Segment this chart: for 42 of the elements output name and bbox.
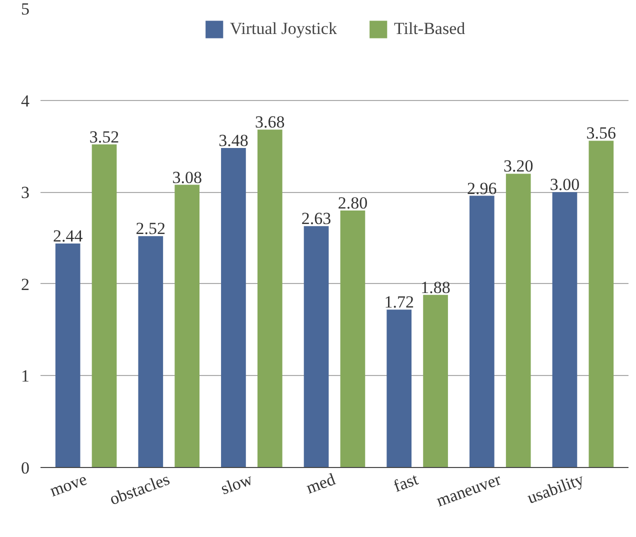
data-label: 3.08 bbox=[172, 168, 202, 187]
x-tick-label: move bbox=[47, 470, 90, 500]
data-label: 2.96 bbox=[467, 178, 497, 198]
data-label: 2.80 bbox=[338, 193, 368, 212]
bar bbox=[340, 210, 366, 468]
y-tick-label: 0 bbox=[21, 458, 30, 478]
x-tick-label: usability bbox=[524, 469, 587, 508]
bar bbox=[506, 174, 531, 468]
data-label: 2.52 bbox=[136, 219, 166, 238]
data-label: 3.56 bbox=[586, 124, 616, 143]
x-tick-label: obstacles bbox=[107, 470, 172, 509]
y-tick-label: 2 bbox=[21, 274, 30, 294]
y-tick-label: 5 bbox=[21, 0, 30, 18]
x-tick-label: med bbox=[304, 469, 338, 498]
data-label: 3.52 bbox=[89, 127, 120, 146]
data-label: 3.20 bbox=[503, 156, 534, 176]
bar bbox=[174, 184, 200, 468]
data-label: 3.68 bbox=[255, 112, 285, 132]
bar bbox=[92, 144, 117, 468]
data-label: 1.88 bbox=[420, 278, 450, 297]
y-tick-label: 1 bbox=[21, 366, 30, 386]
bar bbox=[55, 244, 80, 468]
bar bbox=[588, 140, 614, 468]
bar bbox=[138, 236, 164, 468]
data-label: 2.63 bbox=[301, 209, 332, 228]
x-tick-label: fast bbox=[391, 469, 421, 496]
data-label: 3.48 bbox=[218, 131, 248, 150]
y-tick-label: 3 bbox=[21, 183, 30, 202]
bar bbox=[304, 226, 329, 468]
bar bbox=[552, 192, 578, 468]
bar bbox=[469, 196, 494, 468]
legend-label: Tilt-Based bbox=[394, 19, 466, 39]
bar bbox=[423, 294, 448, 468]
y-tick-label: 4 bbox=[21, 91, 30, 110]
bar bbox=[221, 148, 246, 468]
bar bbox=[386, 310, 412, 468]
data-label: 2.44 bbox=[52, 226, 84, 246]
bar bbox=[257, 130, 282, 468]
x-tick-label: slow bbox=[218, 469, 256, 498]
data-label: 1.72 bbox=[384, 292, 414, 312]
legend-label: Virtual Joystick bbox=[230, 19, 337, 39]
data-label: 3.00 bbox=[550, 175, 580, 194]
